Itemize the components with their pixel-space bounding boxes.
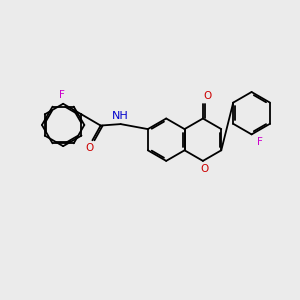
Text: F: F bbox=[59, 90, 64, 100]
Text: NH: NH bbox=[112, 111, 129, 121]
Text: O: O bbox=[203, 92, 211, 101]
Text: O: O bbox=[200, 164, 208, 174]
Text: F: F bbox=[257, 137, 263, 147]
Text: O: O bbox=[85, 142, 94, 153]
